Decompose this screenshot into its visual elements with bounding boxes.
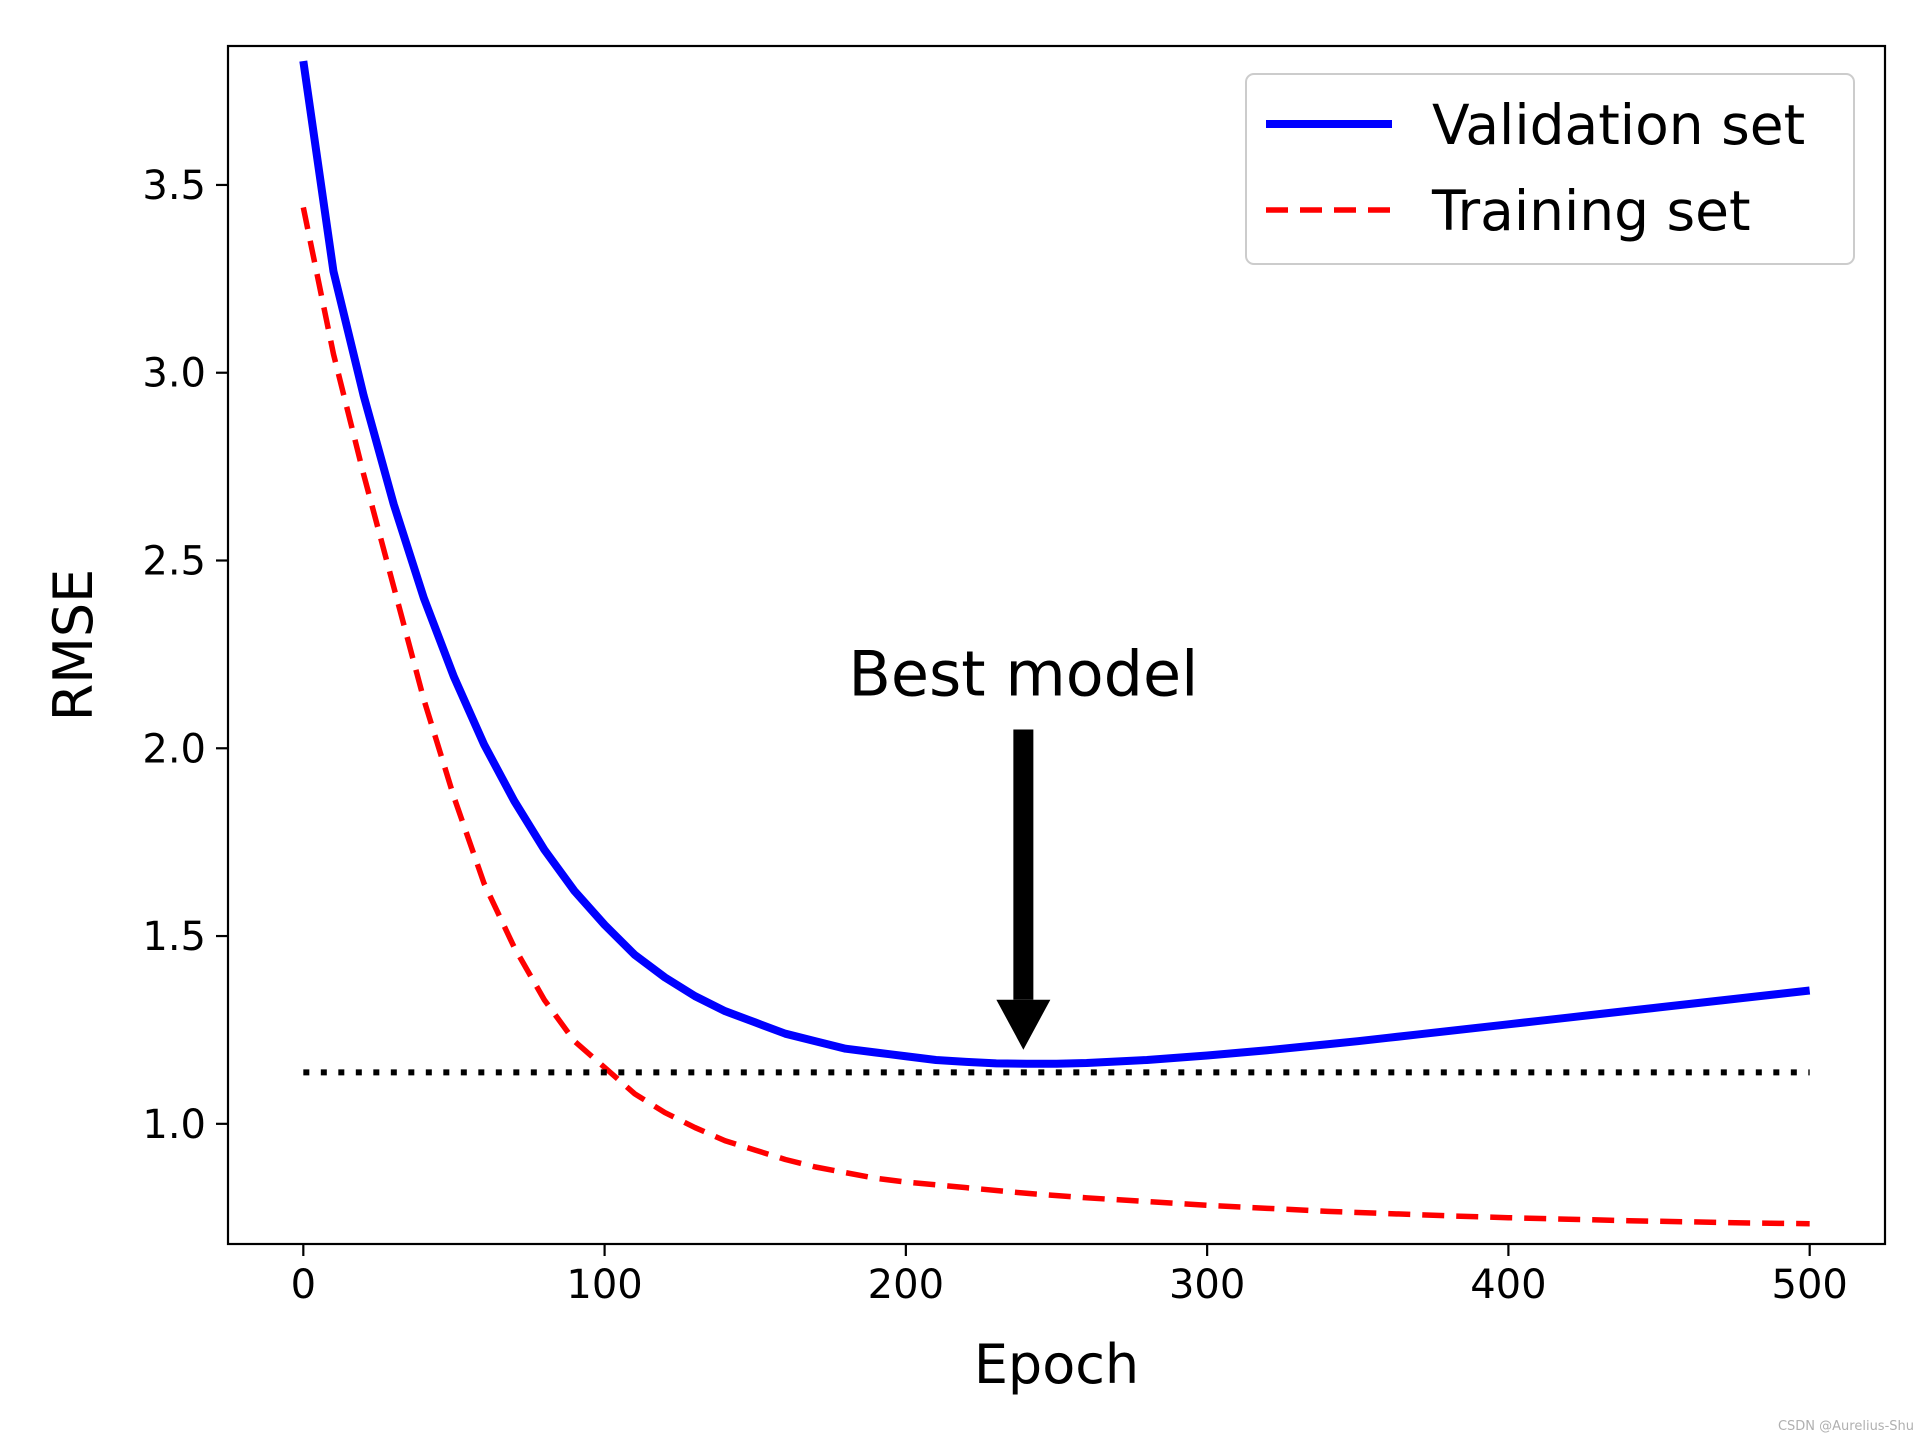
axes: 0 100 200 300 400 500 1.0 1.5 2.0 2.5 3.0 3.5: [142, 163, 1847, 1308]
x-tick-label: 200: [868, 1262, 944, 1308]
x-tick-label: 400: [1470, 1262, 1546, 1308]
y-tick-label: 2.5: [142, 539, 206, 585]
watermark: CSDN @Aurelius-Shu: [1777, 1419, 1914, 1434]
x-tick-label: 100: [566, 1262, 642, 1308]
legend-label-validation-set: Validation set: [1432, 93, 1805, 157]
y-axis-title: RMSE: [42, 569, 105, 722]
series-line-validation-set: [299, 60, 1811, 1068]
annotation-arrow-shaft: [1013, 729, 1034, 1000]
y-tick-label: 1.5: [142, 914, 206, 960]
annotation-label: Best model: [848, 637, 1198, 710]
x-tick-label: 0: [291, 1262, 316, 1308]
legend-box: [1245, 73, 1855, 265]
y-tick-label: 2.0: [142, 726, 206, 772]
x-tick-label: 300: [1169, 1262, 1245, 1308]
annotation-arrow-head: [996, 999, 1051, 1050]
x-axis-title: Epoch: [974, 1333, 1139, 1396]
y-tick-label: 1.0: [142, 1102, 206, 1148]
y-tick-label: 3.0: [142, 351, 206, 397]
series-line-training-set: [300, 206, 1810, 1227]
plot-area: [299, 60, 1811, 1227]
x-tick-label: 500: [1772, 1262, 1848, 1308]
plot-frame: [226, 44, 1887, 1246]
annotation: Best model: [848, 637, 1198, 1050]
legend-label-training-set: Training set: [1431, 179, 1751, 243]
legend: Validation set Training set: [1245, 73, 1855, 265]
y-tick-label: 3.5: [142, 163, 206, 209]
